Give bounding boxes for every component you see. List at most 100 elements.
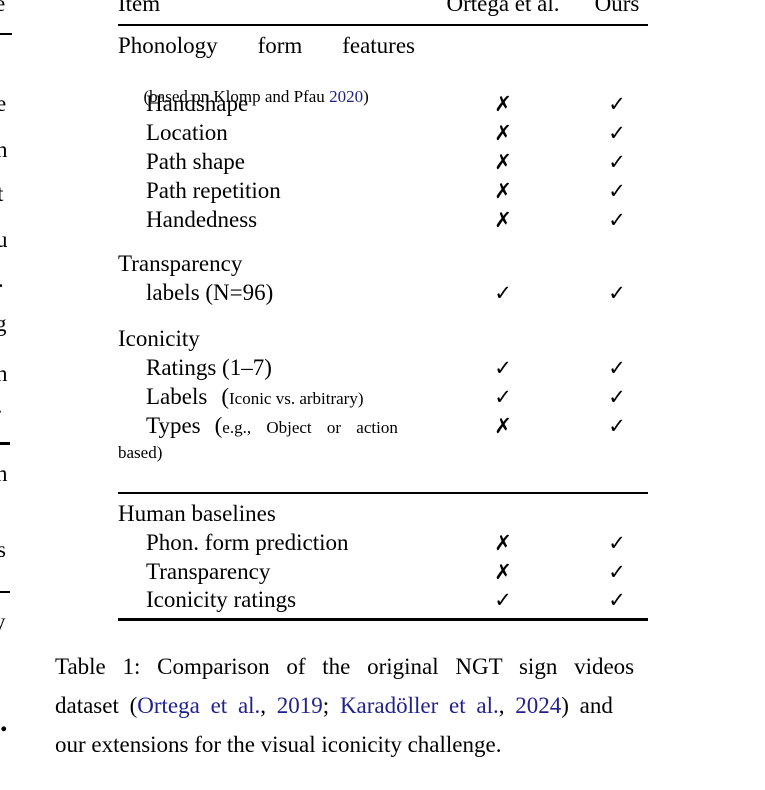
section-title-phonology: Phonology form features xyxy=(118,33,415,58)
table-row: Handshape ✗ ✓ xyxy=(0,92,765,118)
check-icon: ✓ xyxy=(608,385,626,409)
edge-text-fragment: t xyxy=(0,181,4,206)
edge-text-fragment: g xyxy=(0,311,7,336)
paren-open: ( xyxy=(214,413,223,438)
table-row: Labels (Iconic vs. arbitrary) ✓ ✓ xyxy=(0,385,765,411)
check-icon: ✓ xyxy=(608,208,626,232)
citation-link-2019[interactable]: 2019 xyxy=(276,693,323,718)
section-row-phonology: Phonology form features xyxy=(0,34,765,60)
row-label: labels (N=96) xyxy=(146,280,274,305)
table-row: Phon. form prediction ✗ ✓ xyxy=(0,531,765,557)
row-label: Labels (Iconic vs. arbitrary) xyxy=(146,384,364,409)
section-title-iconicity: Iconicity xyxy=(118,326,200,351)
table-top-rule xyxy=(118,24,648,26)
check-icon: ✓ xyxy=(608,531,626,555)
phonology-note: (based on Klomp and Pfau 2020) xyxy=(118,67,369,127)
caption-text: , xyxy=(498,693,516,718)
check-icon: ✓ xyxy=(608,281,626,305)
cross-icon: ✗ xyxy=(494,92,512,116)
section-row-iconicity: Iconicity xyxy=(0,327,765,353)
check-icon: ✓ xyxy=(608,92,626,116)
edge-text-fragment: n xyxy=(0,461,8,486)
row-label: Phon. form prediction xyxy=(146,530,349,555)
row-label: Ratings (1–7) xyxy=(146,355,272,380)
row-label: Handshape xyxy=(146,91,249,116)
table-row: Iconicity ratings ✓ ✓ xyxy=(0,588,765,614)
edge-text-fragment: n xyxy=(0,137,8,162)
table-row: Transparency ✗ ✓ xyxy=(0,560,765,586)
check-icon: ✓ xyxy=(494,588,512,612)
row-label: Location xyxy=(146,120,228,145)
table-row: Handedness ✗ ✓ xyxy=(0,208,765,234)
check-icon: ✓ xyxy=(608,121,626,145)
check-icon: ✓ xyxy=(608,588,626,612)
column-header-ours: Ours xyxy=(594,0,640,16)
edge-text-fragment: - xyxy=(0,398,2,422)
table-row-wrap: based) xyxy=(0,441,765,467)
cross-icon: ✗ xyxy=(494,150,512,174)
table-row: Path repetition ✗ ✓ xyxy=(0,179,765,205)
cross-icon: ✗ xyxy=(494,414,512,438)
edge-rule-fragment xyxy=(0,442,10,445)
citation-link-klomp-pfau-2020[interactable]: 2020 xyxy=(329,87,364,106)
cross-icon: ✗ xyxy=(494,560,512,584)
caption-line-3: our extensions for the visual iconicity … xyxy=(55,732,502,757)
section-row-transparency: Transparency xyxy=(0,252,765,278)
row-label: Transparency xyxy=(146,559,271,584)
check-icon: ✓ xyxy=(608,560,626,584)
left-column-edge: e l e n t u . g n - n l s y . xyxy=(0,0,12,790)
edge-rule-fragment xyxy=(0,591,10,593)
edge-text-fragment: y xyxy=(0,610,6,634)
edge-text-fragment: e xyxy=(0,91,7,116)
table-row: Path shape ✗ ✓ xyxy=(0,150,765,176)
row-label-small: e.g., Object or action xyxy=(222,418,398,437)
note-text: ) xyxy=(363,87,369,106)
paren-open: ( xyxy=(221,384,229,409)
row-label: Path repetition xyxy=(146,178,281,203)
table-mid-rule xyxy=(118,492,648,494)
cross-icon: ✗ xyxy=(494,531,512,555)
check-icon: ✓ xyxy=(608,356,626,380)
cross-icon: ✗ xyxy=(494,179,512,203)
note-text: (based on Klomp and Pfau xyxy=(143,87,330,106)
edge-text-fragment: n xyxy=(0,361,8,386)
table-header-row: Item Ortega et al. Ours xyxy=(0,0,765,18)
check-icon: ✓ xyxy=(494,281,512,305)
row-label: Iconicity ratings xyxy=(146,587,297,612)
caption-text: , xyxy=(260,693,277,718)
table-bottom-rule xyxy=(118,618,648,621)
edge-text-fragment: s xyxy=(0,537,6,562)
row-label: Handedness xyxy=(146,207,258,232)
edge-text-fragment: . xyxy=(0,705,8,738)
table-row: labels (N=96) ✓ ✓ xyxy=(0,281,765,307)
check-icon: ✓ xyxy=(608,150,626,174)
citation-link-2024[interactable]: 2024 xyxy=(515,693,562,718)
caption-text: dataset ( xyxy=(55,693,138,718)
caption-line-1: Table 1: Comparison of the original NGT … xyxy=(55,654,635,679)
section-title-human-baselines: Human baselines xyxy=(118,501,276,526)
edge-rule-fragment xyxy=(0,33,12,35)
edge-text-fragment: u xyxy=(0,227,8,252)
check-icon: ✓ xyxy=(608,414,626,438)
caption-text: ; xyxy=(322,693,340,718)
caption-line-2: dataset (Ortega et al., 2019; Karadöller… xyxy=(55,693,735,719)
check-icon: ✓ xyxy=(494,385,512,409)
column-header-item: Item xyxy=(118,0,161,16)
citation-link-ortega[interactable]: Ortega et al. xyxy=(137,693,261,718)
check-icon: ✓ xyxy=(608,179,626,203)
table-row: Types (e.g., Object or action ✗ ✓ xyxy=(0,414,765,440)
table-row: Ratings (1–7) ✓ ✓ xyxy=(0,356,765,382)
cross-icon: ✗ xyxy=(494,208,512,232)
row-label-small: Iconic vs. arbitrary) xyxy=(228,389,364,408)
section-row-human-baselines: Human baselines xyxy=(0,502,765,528)
row-label: Types (e.g., Object or action xyxy=(146,413,398,438)
section-title-transparency: Transparency xyxy=(118,251,243,276)
edge-text-fragment: . xyxy=(0,268,4,292)
cross-icon: ✗ xyxy=(494,121,512,145)
row-label: Path shape xyxy=(146,149,246,174)
column-header-ortega: Ortega et al. xyxy=(446,0,560,16)
citation-link-karadoller[interactable]: Karadöller et al. xyxy=(339,693,499,718)
check-icon: ✓ xyxy=(494,356,512,380)
table-row: Location ✗ ✓ xyxy=(0,121,765,147)
